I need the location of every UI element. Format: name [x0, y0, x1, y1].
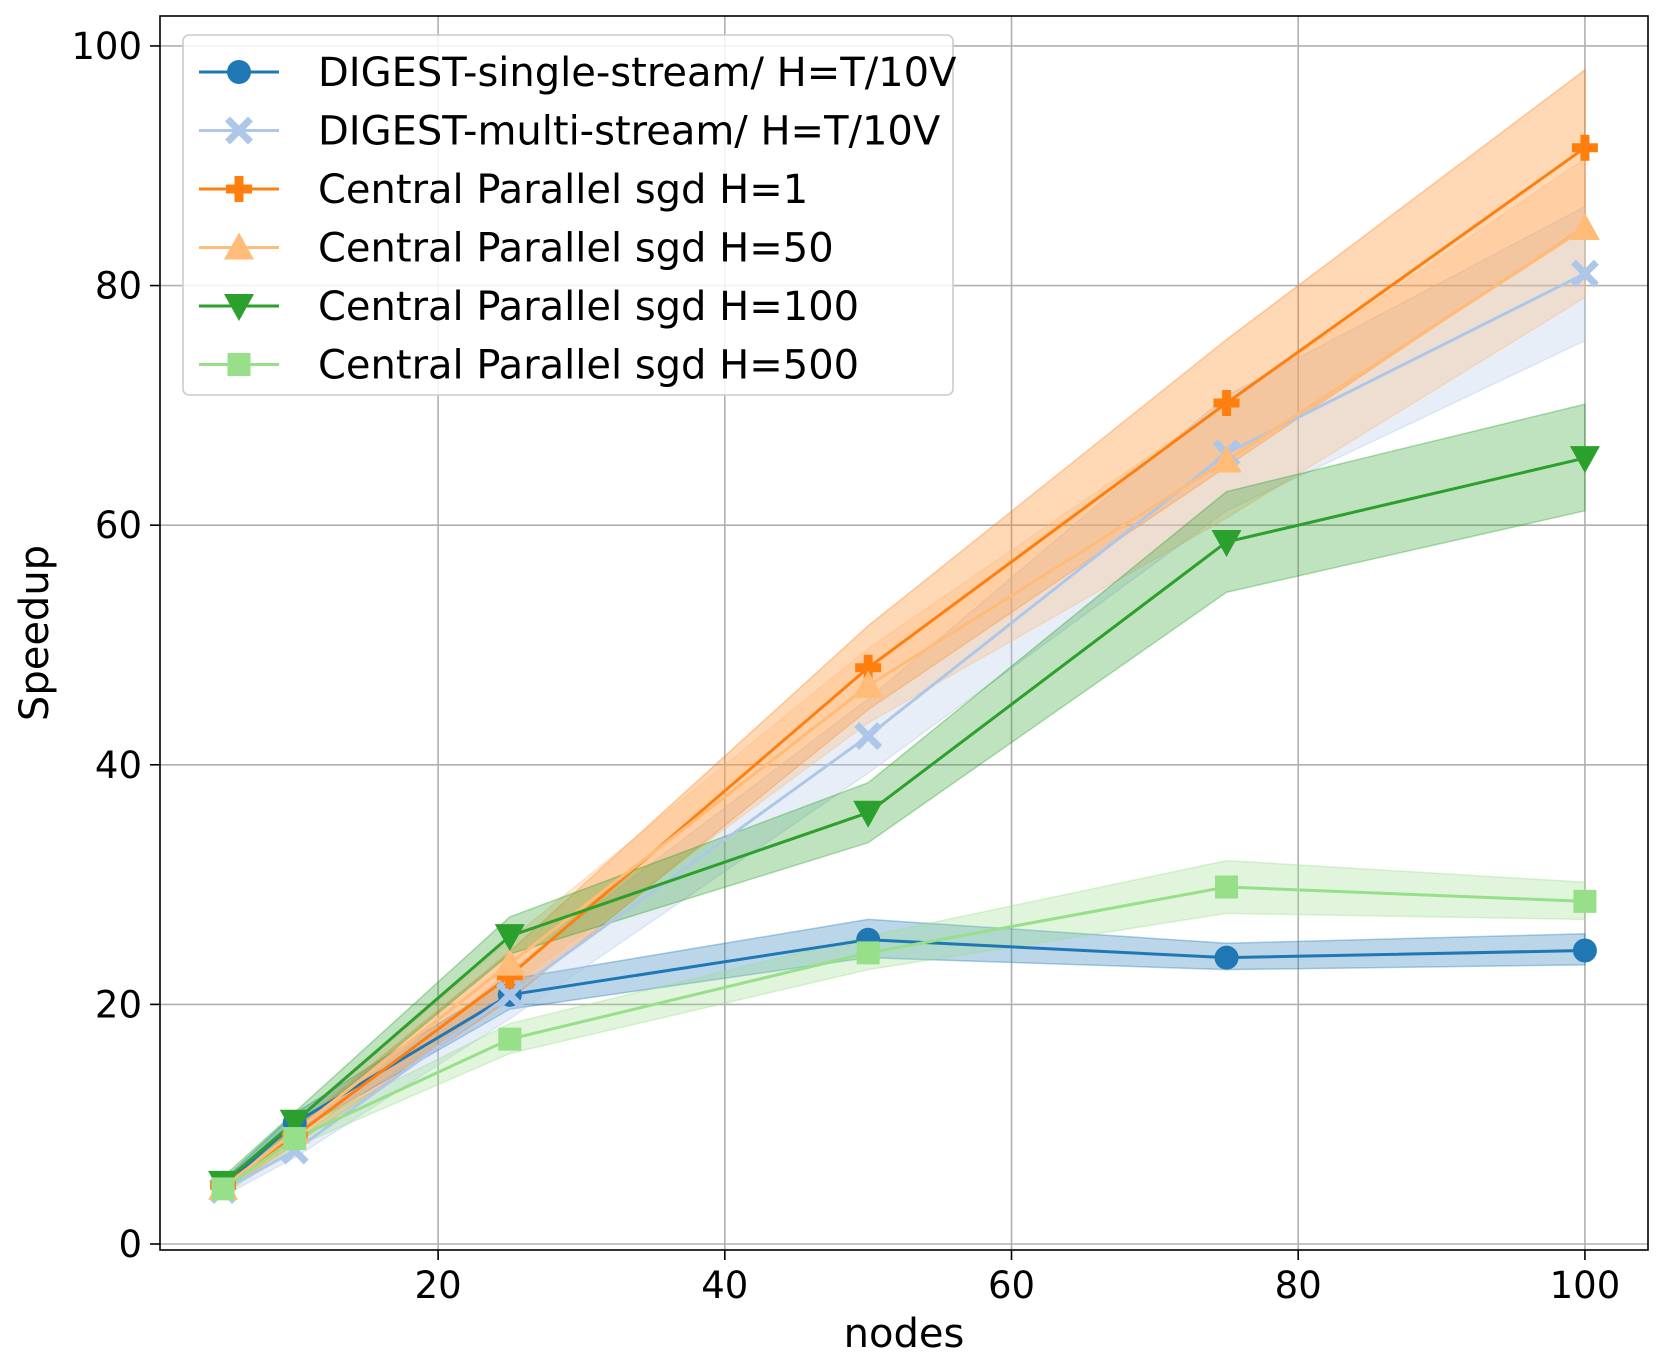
series-5-point [1569, 446, 1600, 474]
series-5-point [853, 800, 884, 828]
series-5-point [279, 1109, 310, 1137]
y-axis-title: Speedup [12, 545, 58, 721]
y-tick-label: 80 [95, 265, 142, 308]
series-2-point [1570, 259, 1599, 288]
y-tick-label: 0 [118, 1223, 142, 1266]
series-6-line [222, 885, 1585, 1191]
legend-item-1: DIGEST-single-stream/ H=T/10V [199, 50, 957, 96]
series-6-point [1573, 889, 1597, 913]
legend-item-6: Central Parallel sgd H=500 [199, 343, 859, 389]
legend-item-4: Central Parallel sgd H=50 [199, 226, 834, 272]
series-6-point [1215, 875, 1239, 899]
confidence-bands [222, 68, 1586, 1198]
y-tick-label: 100 [71, 25, 142, 68]
legend-marker [224, 232, 254, 260]
axis-ticks: 20 40 60 80 100 0 20 40 60 80 100 [71, 25, 1620, 1307]
y-tick-label: 40 [95, 744, 142, 787]
legend-label: Central Parallel sgd H=100 [318, 284, 859, 330]
series-4-point [853, 670, 884, 698]
x-tick-label: 20 [415, 1264, 462, 1307]
series-6-point [283, 1127, 307, 1151]
series-3-line [222, 146, 1586, 1187]
legend-marker [227, 353, 251, 376]
y-tick-label: 20 [95, 983, 142, 1026]
series-4-point [1569, 213, 1600, 241]
legend-marker [226, 176, 252, 202]
x-tick-label: 80 [1275, 1264, 1322, 1307]
legend-label: Central Parallel sgd H=1 [318, 167, 808, 213]
legend-box [182, 34, 954, 396]
series-1-point [1572, 938, 1597, 963]
series-3-point [1571, 134, 1598, 161]
legend-marker [225, 116, 253, 145]
x-tick-label: 40 [701, 1264, 748, 1307]
series-6-point [498, 1027, 522, 1051]
series-6-point [211, 1177, 235, 1201]
series-3-point [855, 654, 882, 681]
legend-label: DIGEST-multi-stream/ H=T/10V [318, 109, 941, 155]
y-tick-label: 60 [95, 504, 142, 547]
legend-item-2: DIGEST-multi-stream/ H=T/10V [199, 109, 941, 155]
series-markers [208, 134, 1600, 1205]
legend-item-5: Central Parallel sgd H=100 [199, 284, 859, 330]
legend-marker [227, 60, 251, 84]
x-tick-label: 60 [988, 1264, 1035, 1307]
legend-item-3: Central Parallel sgd H=1 [199, 167, 808, 213]
series-2-point [495, 980, 524, 1009]
legend-label: DIGEST-single-stream/ H=T/10V [318, 50, 957, 96]
series-6-point [856, 941, 880, 965]
plot-frame [159, 15, 1649, 1251]
legend-label: Central Parallel sgd H=50 [318, 226, 834, 272]
x-axis-title: nodes [844, 1311, 965, 1357]
series-4-point [1211, 445, 1242, 473]
legend-label: Central Parallel sgd H=500 [318, 343, 859, 389]
series-2-point [854, 722, 883, 750]
x-tick-label: 100 [1550, 1264, 1621, 1307]
series-3-point [1213, 389, 1240, 416]
series-5-point [1211, 529, 1242, 557]
series-5-point [494, 924, 525, 952]
legend: DIGEST-single-stream/ H=T/10V DIGEST-mult… [182, 34, 957, 396]
legend-marker [224, 294, 254, 321]
series-1-point [1214, 945, 1239, 970]
series-4-point [494, 948, 525, 976]
